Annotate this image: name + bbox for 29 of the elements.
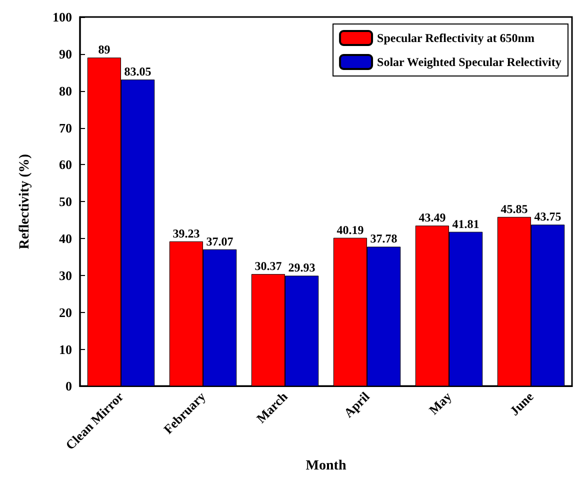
x-tick-label: May — [426, 388, 455, 418]
data-label: 89 — [98, 42, 110, 57]
y-tick-label: 100 — [52, 10, 72, 24]
data-label: 39.23 — [172, 226, 200, 240]
y-tick-label: 60 — [59, 157, 72, 172]
data-label: 43.75 — [534, 210, 562, 224]
data-label: 45.85 — [500, 202, 528, 216]
data-label: 29.93 — [288, 260, 316, 275]
data-label: 37.07 — [206, 234, 234, 248]
y-tick-label: 10 — [59, 342, 72, 357]
y-tick-label: 90 — [59, 46, 72, 62]
data-label: 41.81 — [452, 216, 480, 231]
data-label: 37.78 — [370, 232, 398, 246]
data-label: 83.05 — [124, 64, 152, 79]
x-tick-label: June — [506, 388, 536, 418]
y-tick-label: 30 — [59, 268, 72, 283]
data-label: 40.19 — [336, 222, 364, 237]
y-tick-label: 0 — [66, 378, 72, 394]
y-tick-label: 20 — [59, 304, 72, 320]
y-tick-label: 70 — [59, 120, 72, 136]
y-tick-label: 50 — [59, 194, 72, 210]
data-label: 43.49 — [418, 210, 446, 225]
x-axis-title: Month — [306, 458, 346, 474]
data-label: 30.37 — [254, 259, 282, 274]
y-tick-label: 80 — [59, 83, 72, 98]
y-tick-label: 40 — [59, 231, 72, 246]
y-axis-title: Reflectivity (%) — [18, 154, 32, 250]
legend-label: Solar Weighted Specular Relectivity — [377, 55, 562, 69]
legend-label: Specular Reflectivity at 650nm — [377, 31, 534, 45]
